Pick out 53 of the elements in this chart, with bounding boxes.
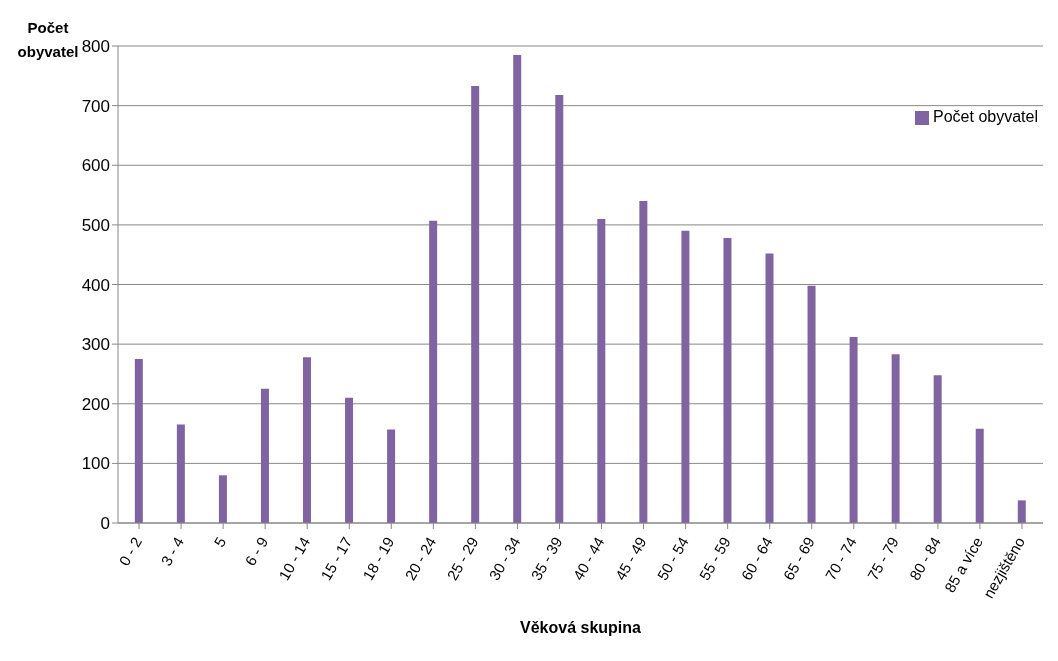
bar [303,357,311,523]
x-tick-label: 3 - 4 [157,533,188,569]
x-tick-label: 20 - 24 [401,533,440,583]
y-tick-label: 600 [81,156,110,176]
x-tick-label: 5 [210,533,230,550]
legend-label: Počet obyvatel [933,108,1038,125]
x-tick-label: 70 - 74 [821,533,860,583]
bar [176,424,185,523]
x-axis-title: Věková skupina [520,619,642,636]
y-tick-label: 800 [81,37,110,57]
bar [975,428,984,523]
bar [765,253,774,523]
bar [933,375,942,523]
bar [260,388,269,523]
x-tick-label: 60 - 64 [737,533,776,583]
bar [555,94,564,523]
bar [849,336,858,523]
x-tick-label: 30 - 34 [485,533,524,583]
x-tick-label: 6 - 9 [241,533,272,569]
x-tick-label: 15 - 17 [317,533,356,583]
bar [429,220,438,523]
bar [387,429,396,523]
x-tick-label: 35 - 39 [527,533,566,583]
y-tick-label: 200 [81,394,110,414]
bar [807,285,816,523]
bar [471,85,480,523]
x-tick-label: 40 - 44 [569,533,608,583]
x-tick-label: 50 - 54 [653,533,692,583]
bar [513,54,522,523]
bar [723,237,732,523]
y-tick-label: 500 [81,215,110,235]
bar [345,397,354,523]
x-tick-label: 10 - 14 [275,533,314,583]
x-tick-label: 45 - 49 [611,533,650,583]
bar [639,201,648,523]
y-axis-title: Počet obyvatel [17,19,79,60]
bar [597,218,606,523]
x-tick-label: 0 - 2 [115,533,146,569]
bar [218,475,227,523]
x-tick-label: 55 - 59 [695,533,734,583]
y-tick-label: 700 [81,96,110,116]
y-tick-label: 300 [81,335,110,355]
bar [681,230,690,523]
x-tick-label: 65 - 69 [779,533,818,583]
y-tick-label: 0 [100,514,110,534]
y-tick-label: 400 [81,275,110,295]
x-tick-label: 18 - 19 [359,533,398,583]
bar [134,359,143,523]
x-tick-label: 75 - 79 [863,533,902,583]
bar [891,354,900,523]
y-tick-label: 100 [81,454,110,474]
bar [1017,500,1026,523]
x-tick-label: 25 - 29 [443,533,482,583]
